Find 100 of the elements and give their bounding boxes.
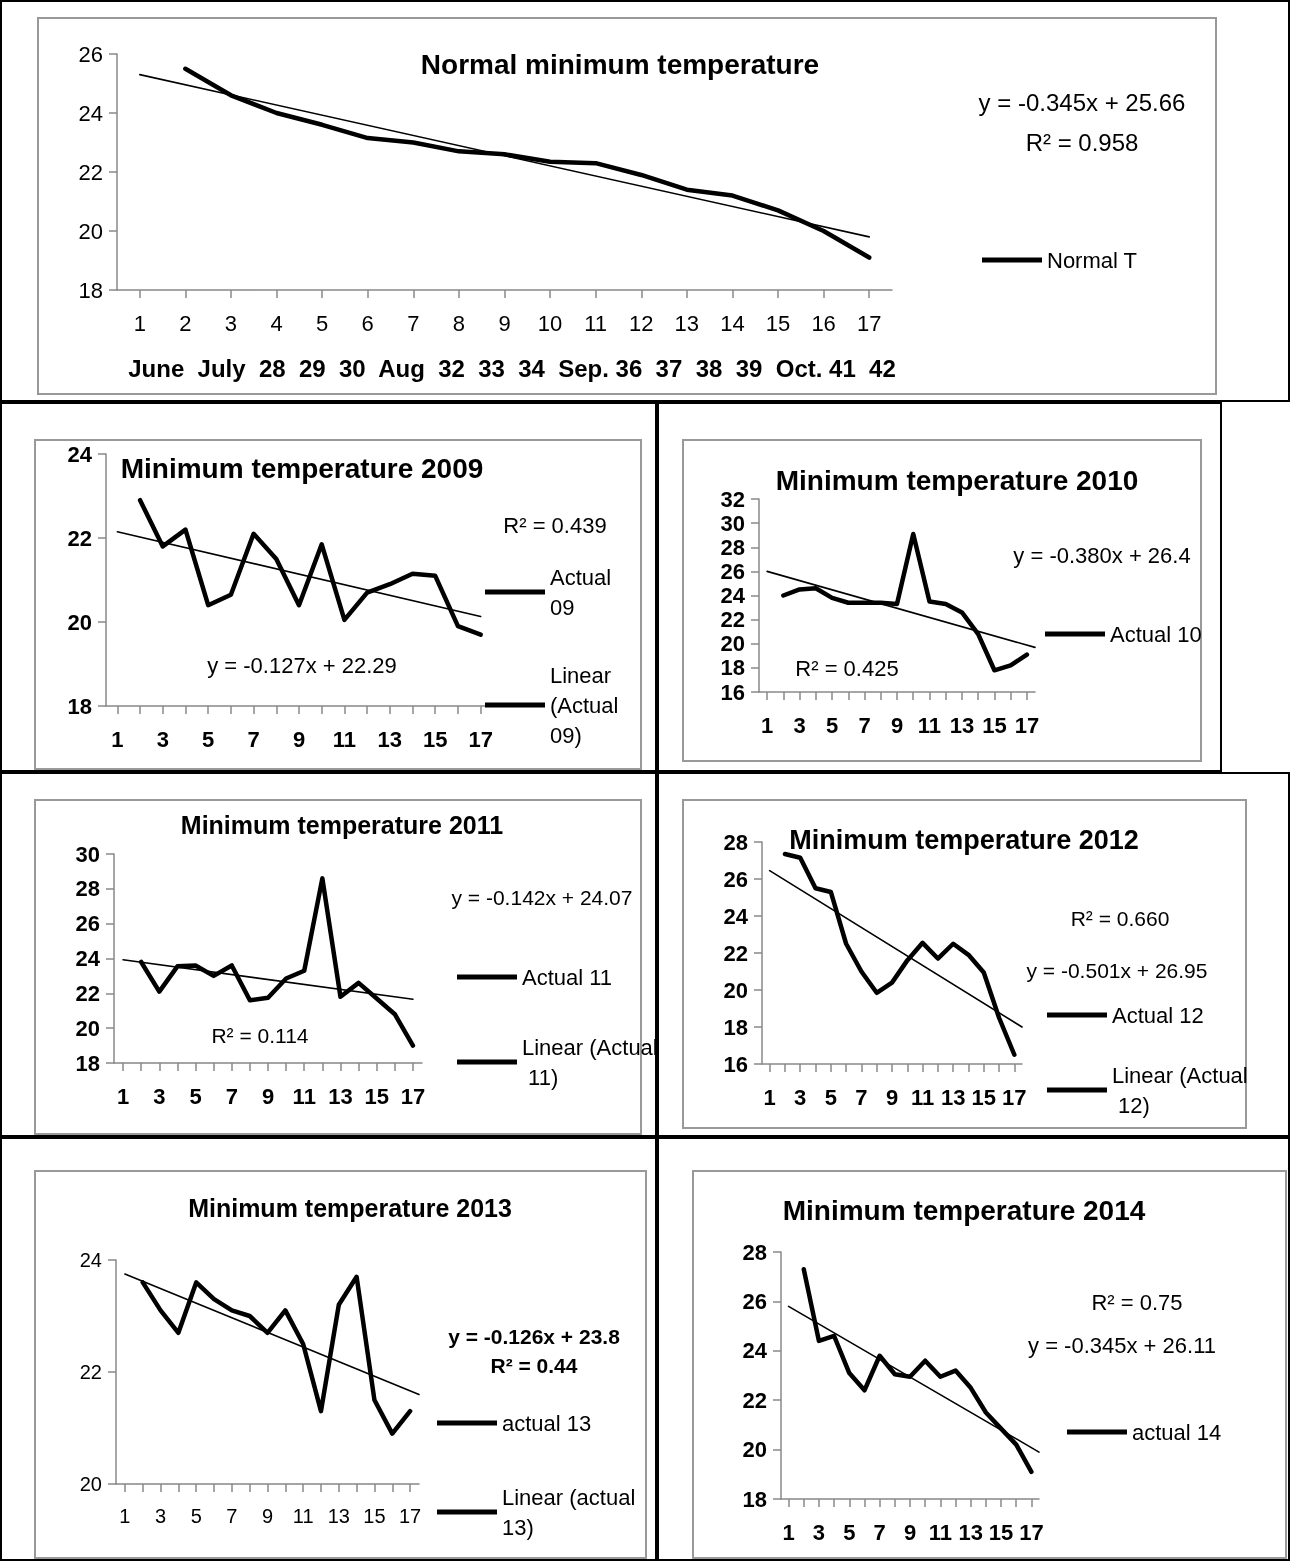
x-tick-label: 3 [156,726,169,752]
x-tick-label: 13 [377,726,403,752]
y-tick-label: 20 [78,218,103,244]
x-tick-label: 15 [971,1084,997,1110]
y-tick-label: 22 [79,1361,102,1383]
x-tick-label: 15 [422,726,448,752]
y-tick-label: 32 [720,486,745,512]
legend-label: actual 14 [1132,1419,1222,1445]
x-tick-label: 5 [843,1519,856,1545]
x-tick-label: 9 [498,310,511,336]
y-tick-label: 20 [742,1437,767,1463]
y-tick-label: 28 [723,829,748,855]
x-tick-label: 17 [400,1083,426,1109]
y-tick-label: 28 [720,534,745,560]
x-tick-label: 1 [116,1083,130,1109]
x-tick-label: 17 [398,1505,422,1527]
y-tick-label: 20 [79,1473,102,1495]
text: R² = 0.958 [1025,128,1139,156]
y-tick-label: 24 [742,1338,768,1364]
x-tick-label: 16 [811,310,836,336]
x-tick-label: 7 [225,1083,238,1109]
chart-title: Minimum temperature 2013 [188,1194,512,1222]
y-tick-label: 24 [79,1249,102,1271]
chart-title: Minimum temperature 2012 [789,825,1139,855]
x-tick-label: 6 [361,310,374,336]
chart-title: Minimum temperature 2014 [782,1194,1146,1226]
y-tick-label: 26 [75,911,100,937]
annotation: R² = 0.425 [795,655,899,681]
y-tick-label: 18 [720,655,745,681]
text: R² = 0.44 [490,1353,578,1377]
y-tick-label: 20 [720,631,745,657]
x-tick-label: 17 [468,726,493,752]
x-tick-label: 3 [794,1084,807,1110]
annotation: y = -0.127x + 22.29 [207,652,397,678]
legend-label: Actual 11 [522,964,613,990]
y-tick-label: 20 [723,977,748,1003]
x-tick-label: 9 [885,1084,899,1110]
x-tick-label: 15 [363,1505,386,1527]
x-tick-label: 13 [940,1084,966,1110]
x-tick-label: 1 [782,1519,795,1545]
y-tick-label: 18 [78,277,103,303]
legend-label: Actual 09 [550,564,618,620]
x-tick-label: 11 [928,1519,952,1545]
x-tick-label: 9 [261,1505,274,1527]
x-tick-label: 11 [292,1083,316,1109]
y-tick-label: 20 [75,1015,100,1041]
y-tick-label: 24 [75,946,101,971]
y-tick-label: 22 [75,980,100,1006]
y-tick-label: 22 [742,1387,767,1413]
y-tick-label: 18 [67,693,92,719]
legend-label: Linear (actual 13) [502,1484,642,1540]
legend-label: Linear (Actual 12) [1112,1062,1248,1118]
x-tick-label: 1 [760,712,774,738]
x-tick-label: 11 [917,712,942,738]
y-tick-label: 22 [720,607,745,633]
y-tick-label: 26 [720,558,745,584]
x-tick-label: 17 [1014,712,1040,738]
x-tick-label: 7 [873,1519,886,1545]
annotation: y = -0.345x + 26.11 [1028,1332,1216,1358]
text: y = -0.126x + 23.8 [448,1324,621,1348]
x-tick-label: 10 [537,310,563,336]
x-tick-label: 17 [856,310,882,336]
text: y = -0.501x + 26.95 [1026,958,1208,982]
x-tick-label: 5 [825,712,839,738]
legend-label: Normal T [1047,247,1138,273]
x-tick-label: 9 [903,1519,917,1545]
y-tick-label: 26 [78,41,103,67]
x-tick-label: 1 [119,1505,131,1527]
legend-label: Actual 10 [1110,621,1202,647]
x-tick-label: 5 [190,1505,202,1527]
x-tick-label: 7 [855,1084,868,1110]
text: y = -0.345x + 25.66 [978,88,1186,116]
y-tick-label: 30 [720,510,745,536]
y-tick-label: 28 [75,876,100,902]
x-tick-label: 3 [224,310,238,336]
x-tick-label: 12 [629,310,654,336]
annotation: R² = 0.114 [211,1023,309,1047]
x-tick-label: 2 [179,310,192,336]
y-tick-label: 26 [742,1288,767,1314]
x-tick-label: 7 [226,1505,238,1527]
y-tick-label: 24 [67,441,93,467]
x-tick-label: 13 [327,1505,350,1527]
x-tick-label: 17 [1019,1519,1044,1545]
y-tick-label: 18 [742,1486,767,1512]
x-tick-label: 15 [982,712,1007,738]
chart-title: Normal minimum temperature [420,48,820,80]
x-tick-label: 1 [111,726,124,752]
x-tick-label: 1 [763,1084,776,1110]
x-tick-label: 13 [949,712,975,738]
y-tick-label: 24 [78,100,103,126]
text: R² = 0.660 [1070,906,1170,930]
text: R² = 0.439 [503,512,607,538]
y-tick-label: 24 [723,903,749,929]
chart-title: Minimum temperature 2010 [775,464,1139,496]
x-tick-label: 9 [292,726,306,752]
x-tick-label: 15 [364,1083,389,1109]
text: y = -0.142x + 24.07 [451,885,633,909]
y-tick-label: 30 [75,841,100,867]
x-tick-label: 9 [261,1083,275,1109]
x-tick-label: 17 [1002,1084,1027,1110]
